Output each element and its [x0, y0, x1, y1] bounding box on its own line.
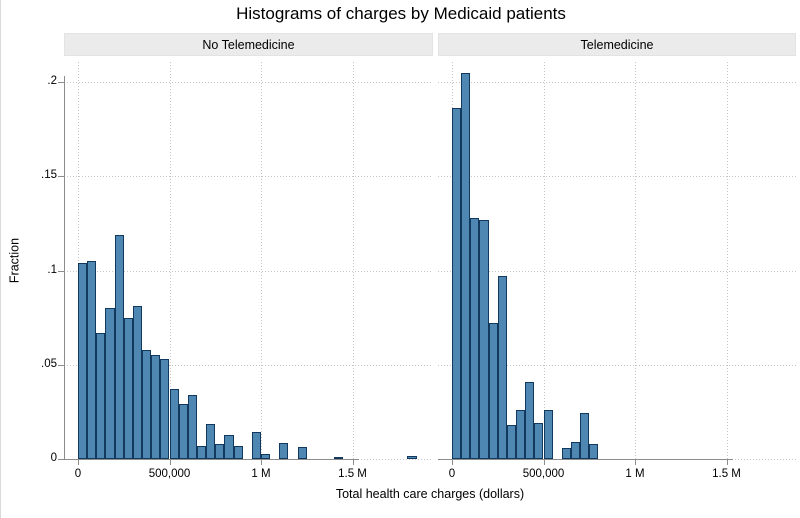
x-tick-mark [169, 460, 171, 465]
y-tick-mark [58, 176, 64, 178]
y-tick-label: .2 [47, 75, 57, 87]
gridline-vertical [78, 62, 79, 459]
histogram-bar [497, 276, 507, 459]
histogram-bar [151, 355, 161, 459]
histogram-bar [488, 323, 498, 459]
x-tick-label: 0 [74, 468, 82, 480]
histogram-bar [334, 457, 344, 460]
histogram-bar [132, 306, 143, 459]
histogram-bar [87, 261, 97, 459]
histogram-bar [105, 308, 115, 459]
y-tick-mark [58, 270, 64, 272]
gridline-horizontal [64, 270, 433, 272]
gridline-horizontal [438, 270, 796, 272]
histogram-bar [251, 431, 261, 459]
histogram-bar [461, 72, 471, 459]
y-tick-label: .1 [47, 263, 57, 276]
gridline-vertical [635, 62, 636, 459]
gridline-horizontal [438, 364, 796, 366]
histogram-bar [516, 409, 526, 459]
histogram-bar [123, 317, 133, 459]
gridline-horizontal [64, 82, 433, 83]
x-tick-label: 1 M [625, 468, 645, 480]
histogram-bar [160, 359, 170, 459]
y-tick-label: .05 [41, 357, 57, 370]
gridline-vertical [543, 62, 545, 459]
x-tick-mark [635, 460, 636, 465]
histogram-bar [78, 262, 88, 459]
panel-header-telemedicine: Telemedicine [438, 33, 796, 56]
histogram-bar [452, 108, 462, 459]
x-tick-label: 500,000 [522, 468, 565, 480]
histogram-bar [233, 446, 243, 459]
gridline-horizontal [438, 176, 796, 178]
histogram-bar [224, 435, 234, 459]
histogram-bar [470, 217, 480, 459]
histogram-bar [169, 389, 179, 459]
x-axis-line [438, 459, 733, 460]
y-axis-line [64, 76, 65, 460]
x-tick-label: 1.5 M [712, 468, 741, 480]
x-axis-line [64, 459, 359, 460]
histogram-bar [589, 443, 599, 459]
histogram-bar [297, 447, 307, 459]
histogram-bar [561, 447, 571, 459]
gridline-vertical [352, 62, 354, 459]
histogram-bar [407, 455, 417, 459]
x-tick-label: 500,000 [148, 468, 191, 480]
x-tick-label: 1.5 M [338, 468, 367, 480]
y-tick-mark [58, 82, 64, 83]
histogram-bar [96, 332, 106, 459]
histogram-bar [279, 443, 289, 459]
histogram-bar [142, 349, 152, 459]
histogram-bar [178, 404, 188, 459]
x-tick-label: 0 [448, 468, 456, 480]
histogram-bar [206, 424, 216, 459]
x-tick-mark [352, 460, 354, 465]
panel-label-telemedicine: Telemedicine [580, 37, 654, 52]
x-tick-label: 1 M [251, 468, 271, 480]
plot-area-telemedicine: 0 500,000 1 M 1.5 M [438, 62, 796, 480]
histogram-bar [215, 443, 225, 459]
histogram-bar [525, 381, 535, 459]
histogram-bar [506, 425, 517, 459]
plot-area-no-telemedicine: 0 500,000 1 M 1.5 M [58, 62, 433, 480]
histogram-bar [580, 412, 590, 459]
histogram-bar [114, 234, 124, 459]
x-tick-mark [78, 460, 79, 465]
histogram-bar [196, 445, 207, 459]
histogram-bar [534, 423, 544, 459]
histogram-bar [479, 219, 489, 459]
x-tick-mark [543, 460, 545, 465]
x-tick-mark [726, 460, 728, 465]
x-tick-mark [452, 460, 453, 465]
panel-header-no-telemedicine: No Telemedicine [64, 33, 433, 56]
chart-title: Histograms of charges by Medicaid patien… [236, 4, 566, 23]
y-tick-label: .15 [41, 169, 57, 182]
y-tick-mark [58, 364, 64, 366]
histogram-bar [570, 442, 581, 459]
y-tick-mark [58, 459, 64, 460]
x-axis-title: Total health care charges (dollars) [335, 487, 525, 501]
gridline-horizontal [438, 82, 796, 83]
gridline-vertical [726, 62, 728, 459]
histogram-bar [187, 394, 197, 459]
panel-label-no-telemedicine: No Telemedicine [202, 37, 295, 52]
y-axis-title: Fraction [7, 237, 22, 284]
histogram-bar [261, 454, 271, 459]
gridline-horizontal [64, 176, 433, 178]
gridline-vertical [261, 62, 262, 459]
x-tick-mark [261, 460, 262, 465]
y-tick-label: 0 [50, 452, 57, 464]
histogram-bar [543, 409, 553, 459]
gridline-horizontal [64, 364, 433, 366]
gridline-vertical [169, 62, 171, 459]
